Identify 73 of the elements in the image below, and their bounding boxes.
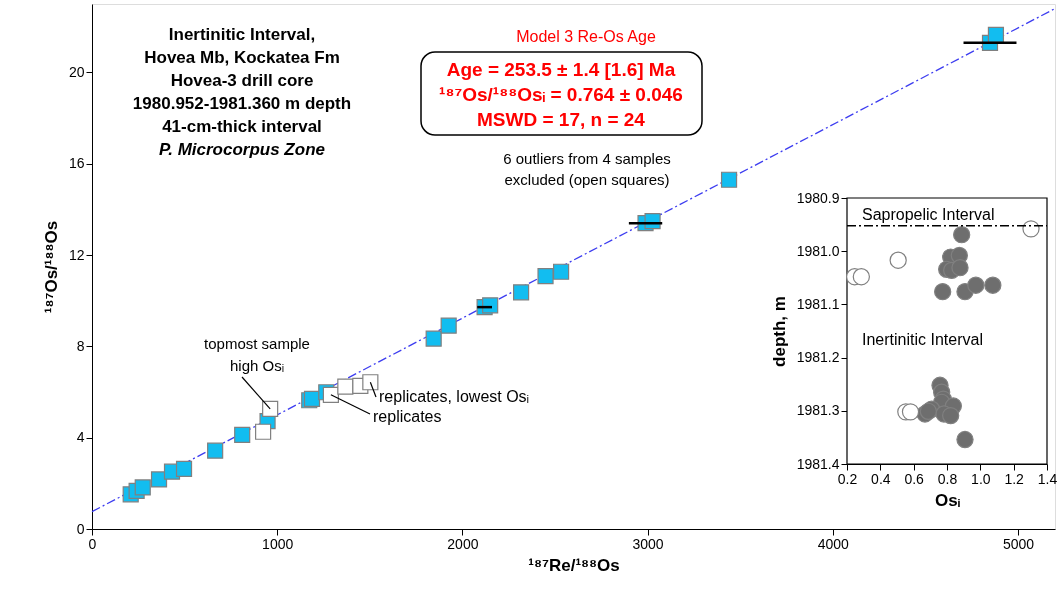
point [1022, 220, 1040, 238]
annotation: topmost sample [204, 335, 310, 352]
ref-line-label: Sapropelic Interval [862, 205, 995, 223]
x-tick-label: 2000 [447, 535, 479, 552]
point [934, 282, 952, 301]
annotation: 1980.952-1981.360 m depth [132, 94, 352, 113]
x-tick-label: 1000 [262, 535, 294, 552]
annotation: replicates, lowest Osᵢ [379, 388, 530, 405]
y-tick-label: 8 [76, 337, 85, 354]
annotation: ¹⁸⁷Os/¹⁸⁸Osᵢ = 0.764 ± 0.046 [439, 84, 683, 105]
point [720, 171, 738, 188]
point [255, 423, 272, 440]
y-tick-label: 12 [68, 246, 85, 263]
point [889, 251, 907, 269]
y-tick-label: 1980.9 [796, 189, 840, 206]
point [482, 297, 499, 314]
point [207, 442, 224, 459]
point [134, 479, 151, 496]
y-tick-label: 16 [68, 155, 85, 172]
annotation: P. Microcorpus Zone [159, 140, 325, 159]
point [984, 276, 1002, 294]
annotation: Hovea-3 drill core [170, 71, 314, 90]
annotation: Model 3 Re-Os Age [516, 28, 656, 45]
point [362, 374, 379, 391]
x-tick-label: 4000 [817, 535, 850, 552]
y-tick-label: 1981.2 [796, 349, 840, 366]
point [852, 268, 870, 286]
annotation: 41-cm-thick interval [162, 117, 322, 136]
x-tick-label: 1.2 [1004, 470, 1025, 487]
point [967, 276, 985, 294]
point [901, 403, 920, 421]
point [537, 267, 554, 285]
x-tick-label: 1.4 [1037, 470, 1058, 487]
y-tick-label: 1981.1 [796, 295, 840, 312]
annotation: Inertinitic Interval [862, 331, 983, 348]
x-tick-label: 0.2 [837, 470, 858, 487]
x-axis-title: ¹⁸⁷Re/¹⁸⁸Os [528, 555, 620, 575]
annotation: replicates [373, 408, 442, 425]
y-tick-label: 1981.4 [796, 455, 840, 472]
point [512, 284, 530, 301]
annotation: 6 outliers from 4 samples [503, 150, 671, 167]
x-tick-label: 3000 [632, 535, 664, 552]
point [234, 426, 251, 444]
annotation: MSWD = 17, n = 24 [477, 109, 646, 130]
y-tick-label: 1981.3 [796, 402, 840, 419]
annotation: excluded (open squares) [504, 171, 670, 188]
x-tick-label: 0.6 [904, 470, 925, 487]
point [262, 400, 279, 418]
point [175, 460, 193, 478]
point [953, 226, 971, 244]
y-tick-label: 4 [76, 429, 85, 446]
x-axis-title: Osᵢ [934, 490, 961, 510]
x-tick-label: 0.8 [937, 470, 958, 487]
point [956, 430, 974, 449]
y-tick-label: 1981.0 [796, 242, 840, 259]
point [440, 317, 457, 334]
point [942, 406, 960, 425]
y-tick-label: 0 [76, 520, 85, 537]
annotation: Inertinitic Interval, [168, 25, 316, 44]
y-tick-label: 20 [68, 63, 85, 80]
annotation: Hovea Mb, Kockatea Fm [144, 48, 340, 67]
annotation: Age = 253.5 ± 1.4 [1.6] Ma [446, 59, 676, 80]
point [425, 330, 442, 347]
x-tick-label: 0.4 [871, 470, 891, 487]
y-axis-title: depth, m [769, 296, 789, 367]
x-tick-label: 1.0 [971, 470, 991, 487]
x-tick-label: 0 [88, 535, 97, 552]
y-axis-title: ¹⁸⁷Os/¹⁸⁸Os [41, 220, 61, 314]
point [987, 26, 1005, 43]
point [552, 263, 570, 280]
x-tick-label: 5000 [1002, 535, 1035, 552]
point [951, 259, 969, 277]
annotation: high Osᵢ [229, 357, 285, 374]
